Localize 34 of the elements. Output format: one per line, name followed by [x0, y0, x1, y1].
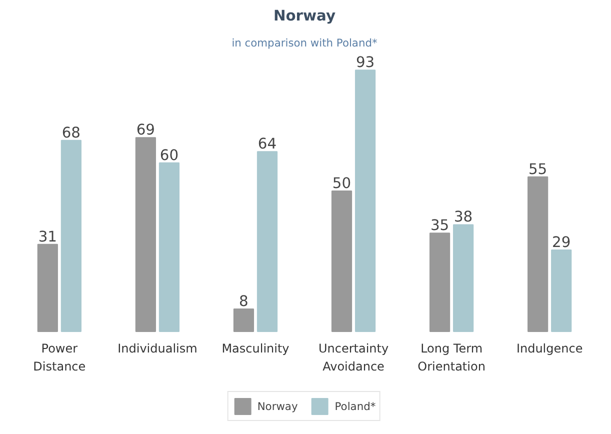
data-label: 68: [62, 124, 81, 142]
data-label: 29: [552, 234, 571, 251]
bar: [429, 232, 450, 332]
data-label: 38: [454, 208, 473, 226]
chart-subtitle: in comparison with Poland*: [232, 36, 378, 50]
data-label: 93: [356, 54, 375, 72]
bar: [158, 162, 180, 332]
bar: [331, 190, 352, 332]
bar: [256, 151, 278, 332]
data-label: 60: [160, 146, 179, 164]
bar: [37, 244, 58, 332]
data-label: 69: [136, 122, 156, 139]
x-tick-label: Power Distance: [33, 341, 86, 374]
x-tick-label: Masculinity: [222, 341, 290, 356]
x-tick-label: Individualism: [118, 341, 198, 356]
bar: [354, 70, 376, 332]
data-label: 31: [38, 228, 57, 246]
data-label: 8: [239, 292, 248, 310]
chart-title: Norway: [273, 8, 336, 24]
legend-label: Poland*: [334, 400, 376, 412]
data-label: 64: [258, 136, 277, 153]
bar: [135, 137, 156, 332]
bar: [233, 308, 254, 332]
bar: [551, 249, 572, 332]
data-label: 55: [528, 160, 548, 178]
x-tick-label: Indulgence: [516, 341, 583, 356]
data-label: 50: [332, 174, 352, 192]
data-label: 35: [430, 217, 450, 234]
bar: [528, 176, 548, 332]
x-tick-label: Uncertainty Avoidance: [318, 341, 389, 374]
bar: [453, 224, 474, 332]
legend-label: Norway: [257, 400, 298, 412]
bar: [60, 140, 82, 332]
x-tick-label: Long Term Orientation: [418, 341, 486, 374]
